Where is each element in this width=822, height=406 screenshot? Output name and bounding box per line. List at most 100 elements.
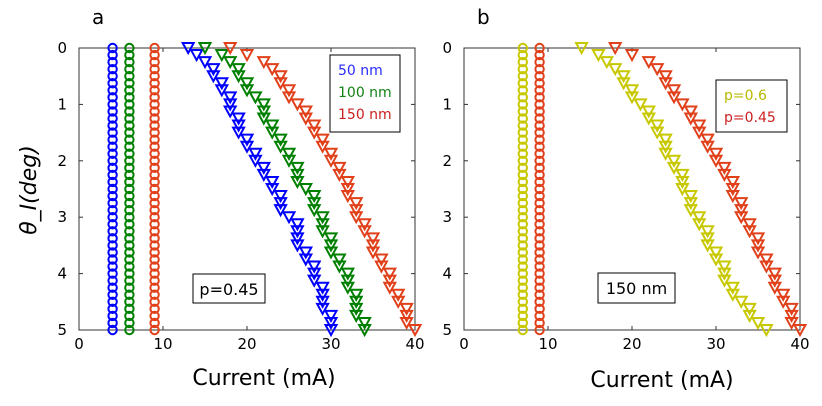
x-tick-label: 40 <box>790 335 809 353</box>
triangle-point <box>239 49 255 63</box>
triangle-point <box>399 302 414 316</box>
circle-point <box>534 85 545 96</box>
circle-point <box>517 310 528 322</box>
circle-point <box>107 113 118 124</box>
triangle-point <box>298 105 313 119</box>
x-tick-label: 10 <box>153 335 172 353</box>
y-tick-label: 1 <box>57 95 67 113</box>
triangle-point <box>223 56 238 70</box>
triangle-point <box>365 232 381 246</box>
triangle-point <box>784 302 799 316</box>
circle-point <box>124 148 135 159</box>
circle-point <box>517 190 528 202</box>
circle-point <box>149 141 160 152</box>
circle-point <box>124 282 135 293</box>
circle-point <box>107 176 118 188</box>
circle-point <box>534 289 545 300</box>
triangle-point <box>750 239 766 253</box>
circle-point <box>517 162 528 174</box>
x-tick-label: 20 <box>237 335 256 353</box>
triangle-point <box>692 119 707 133</box>
triangle-point <box>315 281 330 295</box>
circle-point <box>149 296 160 307</box>
series-3 <box>608 42 808 338</box>
y-tick-label: 2 <box>442 152 452 170</box>
circle-point <box>517 282 528 293</box>
circle-point <box>124 169 135 181</box>
triangle-point <box>231 63 246 77</box>
triangle-point <box>290 239 305 253</box>
triangle-point <box>248 147 263 161</box>
triangle-point <box>281 147 297 161</box>
circle-point <box>149 148 160 159</box>
triangle-point <box>281 84 297 98</box>
circle-point <box>124 162 135 174</box>
circle-point <box>534 324 545 336</box>
triangle-point <box>290 168 305 182</box>
circle-point <box>107 169 118 181</box>
triangle-point <box>357 225 372 239</box>
x-tick-label: 20 <box>622 335 641 353</box>
triangle-point <box>315 302 330 316</box>
circle-point <box>534 303 545 315</box>
circle-point <box>517 254 528 265</box>
triangle-point <box>214 77 229 91</box>
triangle-point <box>223 91 238 105</box>
triangle-point <box>273 204 288 218</box>
circle-point <box>517 106 528 117</box>
triangle-point <box>340 190 355 204</box>
circle-point <box>534 219 545 230</box>
triangle-point <box>717 260 732 274</box>
circle-point <box>124 92 135 103</box>
triangle-point <box>349 197 364 211</box>
circle-point <box>107 155 118 167</box>
triangle-point <box>239 140 255 154</box>
triangle-point <box>658 140 673 154</box>
triangle-point <box>357 324 372 338</box>
triangle-point <box>273 70 288 84</box>
circle-point <box>517 169 528 181</box>
triangle-point <box>608 42 623 56</box>
circle-point <box>149 275 160 286</box>
circle-point <box>149 106 160 117</box>
triangle-point <box>776 295 791 309</box>
circle-point <box>124 63 135 75</box>
circle-point <box>517 296 528 307</box>
triangle-point <box>357 218 372 232</box>
triangle-point <box>197 56 213 70</box>
legend-box <box>715 79 788 133</box>
circle-point <box>107 120 118 131</box>
triangle-point <box>315 211 330 225</box>
circle-point <box>517 148 528 159</box>
triangle-point <box>357 316 372 331</box>
triangle-point <box>256 56 271 70</box>
triangle-point <box>340 175 355 190</box>
circle-point <box>107 240 118 251</box>
triangle-point <box>206 63 221 77</box>
circle-point <box>107 317 118 329</box>
circle-point <box>534 197 545 209</box>
series-4 <box>197 42 372 338</box>
circle-point <box>149 282 160 293</box>
circle-point <box>124 289 135 300</box>
circle-point <box>124 296 135 307</box>
triangle-point <box>223 105 238 119</box>
circle-point <box>517 71 528 82</box>
x-tick-label: 30 <box>321 335 340 353</box>
y-tick-label: 1 <box>442 95 452 113</box>
triangle-point <box>248 91 263 105</box>
triangle-point <box>641 105 656 119</box>
x-axis-label-b: Current (mA) <box>590 368 733 393</box>
circle-point <box>149 92 160 103</box>
triangle-point <box>700 140 715 154</box>
circle-point <box>534 268 545 279</box>
triangle-point <box>675 98 690 112</box>
triangle-point <box>750 316 766 331</box>
legend-entry: 150 nm <box>338 107 392 123</box>
circle-point <box>534 134 545 145</box>
legend-entry: 100 nm <box>338 85 392 101</box>
circle-point <box>534 190 545 202</box>
circle-point <box>534 204 545 216</box>
circle-point <box>534 56 545 68</box>
